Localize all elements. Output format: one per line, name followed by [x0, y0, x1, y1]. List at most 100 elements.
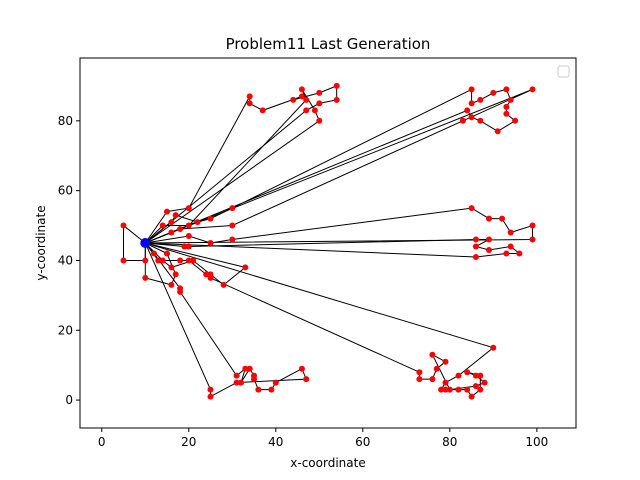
- customer-point: [190, 257, 197, 264]
- customer-point: [438, 386, 445, 393]
- customer-point: [142, 274, 149, 281]
- customer-point: [159, 257, 166, 264]
- customer-point: [303, 107, 310, 114]
- customer-point: [207, 240, 214, 246]
- customer-point: [168, 281, 175, 288]
- customer-point: [168, 219, 175, 226]
- customer-point: [433, 365, 440, 372]
- customer-point: [177, 257, 184, 264]
- customer-point: [246, 365, 253, 372]
- customer-point: [155, 257, 162, 264]
- customer-point: [259, 107, 266, 114]
- customer-point: [468, 205, 475, 212]
- x-tick-label: 100: [525, 435, 548, 449]
- customer-point: [333, 82, 340, 89]
- customer-point: [455, 386, 462, 393]
- customer-point: [494, 128, 501, 135]
- customer-point: [512, 117, 519, 124]
- customer-point: [507, 96, 514, 103]
- customer-point: [172, 212, 179, 219]
- customer-point: [503, 250, 510, 257]
- customer-point: [233, 372, 240, 379]
- customer-point: [298, 93, 305, 100]
- y-tick-label: 20: [58, 323, 73, 337]
- customer-point: [120, 257, 127, 264]
- customer-point: [477, 117, 484, 124]
- customer-point: [499, 215, 505, 222]
- customer-point: [238, 379, 244, 386]
- customer-point: [503, 110, 510, 117]
- customer-point: [529, 86, 536, 93]
- customer-point: [486, 247, 492, 253]
- customer-point: [472, 372, 479, 379]
- customer-point: [486, 236, 492, 243]
- customer-point: [298, 86, 305, 93]
- customer-point: [246, 100, 253, 107]
- customer-point: [194, 219, 201, 226]
- customer-point: [185, 233, 192, 239]
- customer-point: [246, 93, 253, 100]
- legend-box: [557, 65, 570, 78]
- customer-point: [490, 89, 497, 96]
- x-tick-label: 60: [355, 435, 370, 449]
- plot-frame: [79, 57, 577, 429]
- customer-point: [172, 271, 179, 278]
- customer-point: [316, 89, 323, 96]
- customer-point: [464, 107, 471, 114]
- customer-point: [203, 271, 210, 278]
- customer-point: [472, 236, 479, 243]
- customer-point: [151, 250, 157, 257]
- customer-point: [486, 215, 492, 222]
- y-tick-label: 80: [58, 114, 73, 128]
- customer-point: [316, 100, 323, 107]
- customer-point: [177, 226, 184, 232]
- customer-point: [207, 274, 214, 281]
- x-tick-label: 0: [98, 435, 106, 449]
- customer-point: [168, 264, 175, 271]
- customer-point: [416, 369, 423, 376]
- customer-point: [472, 254, 479, 260]
- customer-point: [207, 393, 214, 400]
- customer-point: [181, 243, 188, 250]
- customer-point: [290, 96, 297, 103]
- customer-point: [468, 100, 475, 107]
- customer-point: [159, 222, 166, 229]
- customer-point: [468, 86, 475, 93]
- customer-point: [120, 222, 127, 229]
- customer-point: [316, 117, 323, 124]
- y-tick-label: 0: [65, 393, 73, 407]
- customer-point: [220, 281, 227, 288]
- customer-point: [207, 386, 214, 393]
- chart-title: Problem11 Last Generation: [226, 35, 431, 53]
- customer-point: [455, 372, 462, 379]
- depot-point: [140, 238, 151, 248]
- customer-point: [477, 96, 484, 103]
- customer-point: [516, 250, 523, 257]
- customer-point: [429, 351, 436, 358]
- customer-point: [185, 257, 192, 264]
- y-tick-label: 40: [58, 253, 73, 267]
- customer-point: [272, 379, 279, 386]
- customer-point: [472, 383, 479, 390]
- customer-point: [229, 222, 236, 229]
- customer-point: [207, 215, 214, 222]
- customer-point: [142, 257, 149, 264]
- y-axis-label: y-coordinate: [34, 205, 48, 280]
- customer-point: [303, 96, 310, 103]
- customer-point: [472, 243, 479, 250]
- customer-point: [442, 358, 449, 365]
- customer-point: [446, 386, 453, 393]
- customer-point: [185, 243, 192, 250]
- customer-point: [507, 229, 514, 236]
- x-tick-label: 20: [181, 435, 196, 449]
- customer-point: [459, 117, 466, 124]
- customer-point: [229, 205, 236, 212]
- customer-point: [464, 386, 471, 393]
- customer-point: [442, 379, 449, 386]
- customer-point: [185, 205, 192, 212]
- customer-point: [229, 236, 236, 243]
- customer-point: [251, 376, 257, 383]
- customer-point: [529, 222, 536, 229]
